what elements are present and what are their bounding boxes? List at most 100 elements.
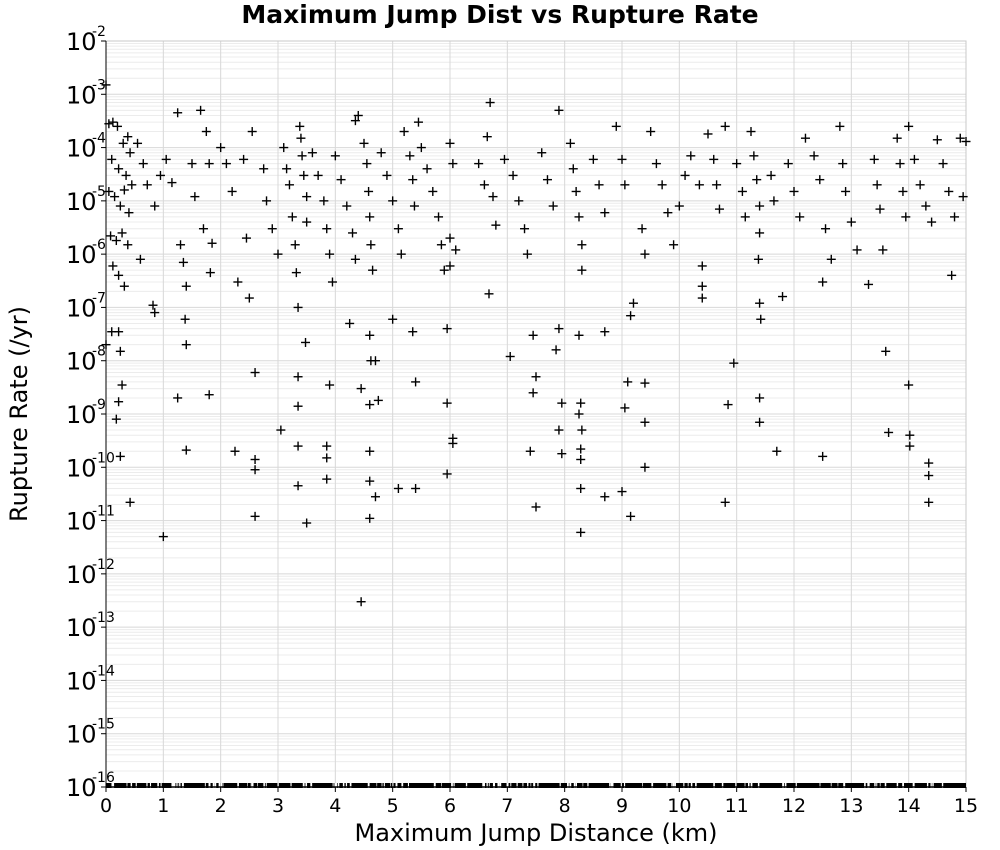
data-point xyxy=(135,254,145,264)
data-point xyxy=(295,121,305,131)
data-point xyxy=(293,441,303,451)
data-point xyxy=(176,240,186,250)
data-point xyxy=(117,380,127,390)
data-point xyxy=(898,186,908,196)
data-point xyxy=(204,159,214,169)
data-point xyxy=(436,240,446,250)
y-tick-exponent: -9 xyxy=(92,397,106,413)
data-point xyxy=(617,487,627,497)
data-point xyxy=(127,180,137,190)
data-point xyxy=(313,170,323,180)
data-point xyxy=(142,180,152,190)
data-point xyxy=(273,249,283,259)
data-point xyxy=(932,135,942,145)
data-point xyxy=(623,377,633,387)
data-point xyxy=(112,121,122,131)
data-point xyxy=(276,425,286,435)
data-point xyxy=(576,398,586,408)
data-point xyxy=(924,471,934,481)
x-tick-label: 11 xyxy=(725,795,749,817)
data-point xyxy=(901,212,911,222)
data-point xyxy=(366,240,376,250)
data-point xyxy=(106,231,116,241)
data-point xyxy=(287,212,297,222)
data-point xyxy=(365,446,375,456)
data-point xyxy=(396,249,406,259)
y-tick-exponent: -15 xyxy=(92,717,115,733)
data-point xyxy=(617,154,627,164)
data-point xyxy=(697,293,707,303)
data-point xyxy=(479,180,489,190)
data-point xyxy=(697,281,707,291)
data-point xyxy=(408,175,418,185)
x-tick-label: 1 xyxy=(157,795,169,817)
data-point xyxy=(778,292,788,302)
data-point xyxy=(123,240,133,250)
data-point xyxy=(342,201,352,211)
data-point xyxy=(694,180,704,190)
data-point xyxy=(766,170,776,180)
data-point xyxy=(491,220,501,230)
data-point xyxy=(594,180,604,190)
data-point xyxy=(927,217,937,227)
data-point xyxy=(746,127,756,137)
data-point xyxy=(600,327,610,337)
data-point xyxy=(114,164,124,174)
x-tick-label: 10 xyxy=(667,795,691,817)
data-point xyxy=(755,201,765,211)
data-point xyxy=(301,337,311,347)
data-point xyxy=(368,265,378,275)
data-point xyxy=(125,497,135,507)
data-point xyxy=(299,170,309,180)
data-point xyxy=(117,228,127,238)
data-point xyxy=(789,186,799,196)
data-point xyxy=(124,208,134,218)
data-point xyxy=(201,127,211,137)
data-point xyxy=(325,249,335,259)
data-point xyxy=(178,257,188,267)
data-point xyxy=(388,196,398,206)
data-point xyxy=(571,186,581,196)
y-tick-exponent: -16 xyxy=(92,770,115,786)
data-point xyxy=(445,261,455,271)
y-tick-exponent: -7 xyxy=(92,290,106,306)
data-point xyxy=(322,474,332,484)
y-tick-exponent: -6 xyxy=(92,237,106,253)
data-point xyxy=(161,154,171,164)
data-point xyxy=(508,170,518,180)
data-point xyxy=(353,110,363,120)
y-tick-exponent: -12 xyxy=(92,557,115,573)
x-tick-label: 0 xyxy=(100,795,112,817)
data-point xyxy=(846,217,856,227)
data-point xyxy=(115,201,125,211)
data-point xyxy=(422,164,432,174)
data-point xyxy=(114,270,124,280)
data-point xyxy=(637,224,647,234)
data-point xyxy=(958,192,968,202)
data-point xyxy=(442,469,452,479)
data-point xyxy=(703,129,713,139)
data-point xyxy=(628,298,638,308)
data-point xyxy=(924,497,934,507)
data-point xyxy=(442,398,452,408)
data-point xyxy=(557,398,567,408)
data-point xyxy=(565,138,575,148)
y-tick-exponent: -14 xyxy=(92,663,115,679)
data-point xyxy=(525,446,535,456)
data-point xyxy=(669,240,679,250)
y-tick-exponent: -13 xyxy=(92,610,115,626)
data-point xyxy=(133,138,143,148)
data-point xyxy=(207,238,217,248)
y-tick-base: 10 xyxy=(66,135,97,163)
data-point xyxy=(181,281,191,291)
data-point xyxy=(325,380,335,390)
data-point xyxy=(290,240,300,250)
data-point xyxy=(293,302,303,312)
data-point xyxy=(892,133,902,143)
x-tick-label: 4 xyxy=(329,795,341,817)
data-point xyxy=(869,154,879,164)
data-point xyxy=(181,340,191,350)
data-point xyxy=(752,175,762,185)
chart-title: Maximum Jump Dist vs Rupture Rate xyxy=(241,0,758,29)
